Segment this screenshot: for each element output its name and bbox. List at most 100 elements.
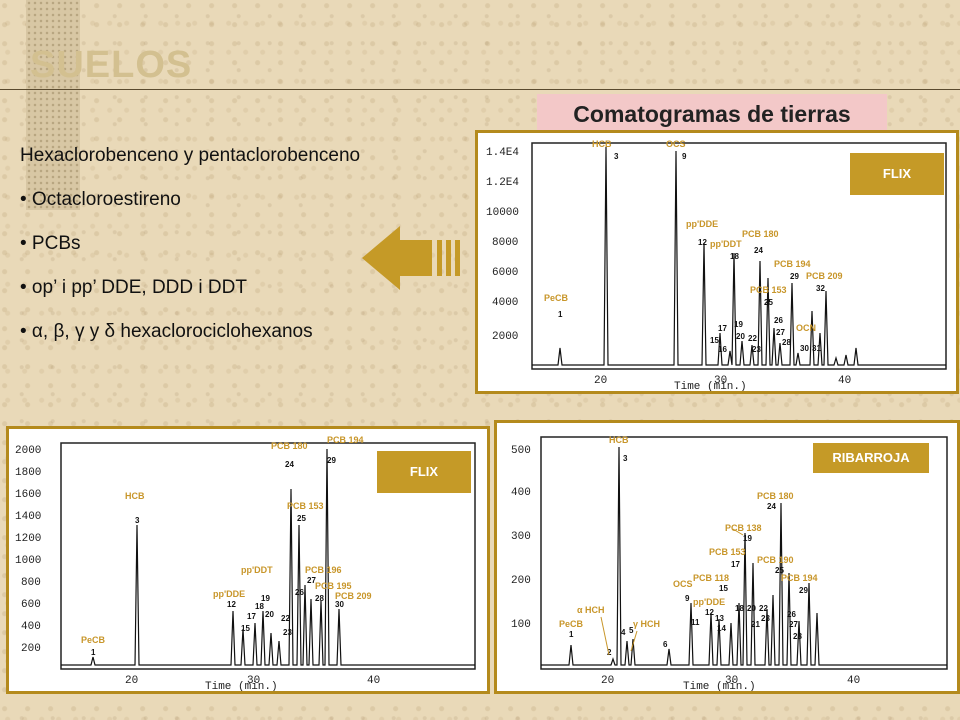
peak-number: 23 bbox=[752, 345, 761, 354]
chromatogram-bottom-right: 500 400 300 200 100 20 30 40 Time (min.)… bbox=[511, 435, 948, 691]
peak-number: 2 bbox=[607, 648, 612, 657]
peak-number: 1 bbox=[91, 648, 96, 657]
peak-label: HCB bbox=[125, 491, 145, 501]
peak-number: 3 bbox=[614, 152, 619, 161]
x-tick: 40 bbox=[367, 675, 380, 687]
x-axis-label: Time (min.) bbox=[683, 681, 756, 691]
peak-label: PCB 153 bbox=[750, 285, 787, 295]
bullet-list: Hexaclorobenceno y pentaclorobenceno • O… bbox=[20, 134, 360, 354]
peak-number: 15 bbox=[710, 336, 719, 345]
peak-number: 25 bbox=[764, 298, 773, 307]
x-tick: 30 bbox=[247, 675, 260, 687]
peak-number: 20 bbox=[747, 604, 756, 613]
peak-label: PCB 209 bbox=[335, 591, 372, 601]
decorative-dotted-bar bbox=[26, 0, 80, 210]
peak-label: PCB 153 bbox=[287, 501, 324, 511]
peak-number: 20 bbox=[736, 332, 745, 341]
peak-number: 15 bbox=[719, 584, 728, 593]
x-tick: 40 bbox=[838, 375, 851, 387]
peak-number: 32 bbox=[816, 284, 825, 293]
peak-number: 5 bbox=[629, 626, 634, 635]
y-tick: 300 bbox=[511, 531, 531, 543]
peak-number: 12 bbox=[705, 608, 714, 617]
peak-number: 14 bbox=[717, 624, 726, 633]
peak-number: 30 bbox=[800, 344, 809, 353]
peak-label: PCB 196 bbox=[305, 565, 342, 575]
chromatogram-panel-bottom-right: 500 400 300 200 100 20 30 40 Time (min.)… bbox=[494, 420, 960, 694]
peak-number: 19 bbox=[734, 320, 743, 329]
y-tick: 200 bbox=[511, 575, 531, 587]
peak-number: 1 bbox=[558, 310, 563, 319]
peak-number: 18 bbox=[735, 604, 744, 613]
peak-number: 28 bbox=[793, 632, 802, 641]
y-tick: 200 bbox=[21, 643, 41, 655]
peak-number: 29 bbox=[790, 272, 799, 281]
peak-label: PCB 209 bbox=[806, 271, 843, 281]
x-tick: 20 bbox=[601, 675, 614, 687]
peak-number: 23 bbox=[283, 628, 292, 637]
peak-label: pp'DDT bbox=[241, 565, 273, 575]
peak-number: 19 bbox=[743, 534, 752, 543]
y-tick: 1200 bbox=[15, 533, 41, 545]
bullet-item: • PCBs bbox=[20, 233, 81, 254]
y-tick: 600 bbox=[21, 599, 41, 611]
y-tick: 1400 bbox=[15, 511, 41, 523]
peak-label: HCB bbox=[592, 139, 612, 149]
peak-number: 15 bbox=[241, 624, 250, 633]
chromatogram-panel-bottom-left: 2000 1800 1600 1400 1200 1000 800 600 40… bbox=[6, 426, 490, 694]
peak-label: PCB 180 bbox=[757, 491, 794, 501]
y-tick: 10000 bbox=[486, 207, 519, 219]
x-tick: 20 bbox=[125, 675, 138, 687]
y-tick: 100 bbox=[511, 619, 531, 631]
peak-number: 27 bbox=[776, 328, 785, 337]
peak-number: 3 bbox=[623, 454, 628, 463]
peak-number: 6 bbox=[663, 640, 668, 649]
peak-number: 25 bbox=[297, 514, 306, 523]
x-tick: 40 bbox=[847, 675, 860, 687]
peak-label: γ HCH bbox=[633, 619, 660, 629]
peak-label: α HCH bbox=[577, 605, 605, 615]
peak-label: PeCB bbox=[81, 635, 106, 645]
slide-title: SUELOS bbox=[30, 44, 193, 86]
x-axis-label: Time (min.) bbox=[205, 681, 278, 691]
y-tick: 1000 bbox=[15, 555, 41, 567]
peak-number: 13 bbox=[715, 614, 724, 623]
chromatograms-heading: Comatogramas de tierras bbox=[537, 94, 887, 130]
peak-number: 19 bbox=[261, 594, 270, 603]
peak-label: OCS bbox=[666, 139, 686, 149]
site-tag: FLIX bbox=[377, 451, 471, 493]
peak-number: 27 bbox=[307, 576, 316, 585]
bullet-item: Hexaclorobenceno y pentaclorobenceno bbox=[20, 145, 361, 166]
peak-label: PCB 153 bbox=[709, 547, 746, 557]
y-tick: 1800 bbox=[15, 467, 41, 479]
peak-number: 17 bbox=[731, 560, 740, 569]
y-tick: 2000 bbox=[15, 445, 41, 457]
bullet-item: • op’ i pp’ DDE, DDD i DDT bbox=[20, 277, 247, 298]
peak-number: 16 bbox=[718, 345, 727, 354]
y-tick: 4000 bbox=[492, 297, 518, 309]
peak-number: 27 bbox=[789, 620, 798, 629]
site-tag: RIBARROJA bbox=[813, 443, 929, 473]
peak-label: pp'DDE bbox=[213, 589, 245, 599]
y-tick: 500 bbox=[511, 445, 531, 457]
x-tick: 30 bbox=[725, 675, 738, 687]
peak-label: PCB 190 bbox=[757, 555, 794, 565]
peak-number: 23 bbox=[761, 614, 770, 623]
title-divider bbox=[0, 89, 960, 90]
peak-label: PCB 180 bbox=[271, 441, 308, 451]
peak-number: 26 bbox=[774, 316, 783, 325]
peak-number: 18 bbox=[255, 602, 264, 611]
left-arrow-icon bbox=[362, 226, 460, 290]
peak-number: 17 bbox=[247, 612, 256, 621]
peak-number: 28 bbox=[315, 594, 324, 603]
peak-number: 26 bbox=[295, 588, 304, 597]
peak-number: 9 bbox=[682, 152, 687, 161]
peak-number: 11 bbox=[691, 618, 700, 627]
bullet-item: • α, β, γ y δ hexaclorociclohexanos bbox=[20, 321, 313, 342]
chromatogram-top: 1.4E4 1.2E4 10000 8000 6000 4000 2000 20… bbox=[486, 139, 947, 391]
peak-label: PCB 195 bbox=[315, 581, 352, 591]
peak-label: PCB 138 bbox=[725, 523, 762, 533]
peak-number: 1 bbox=[569, 630, 574, 639]
peak-number: 12 bbox=[227, 600, 236, 609]
x-tick: 30 bbox=[714, 375, 727, 387]
